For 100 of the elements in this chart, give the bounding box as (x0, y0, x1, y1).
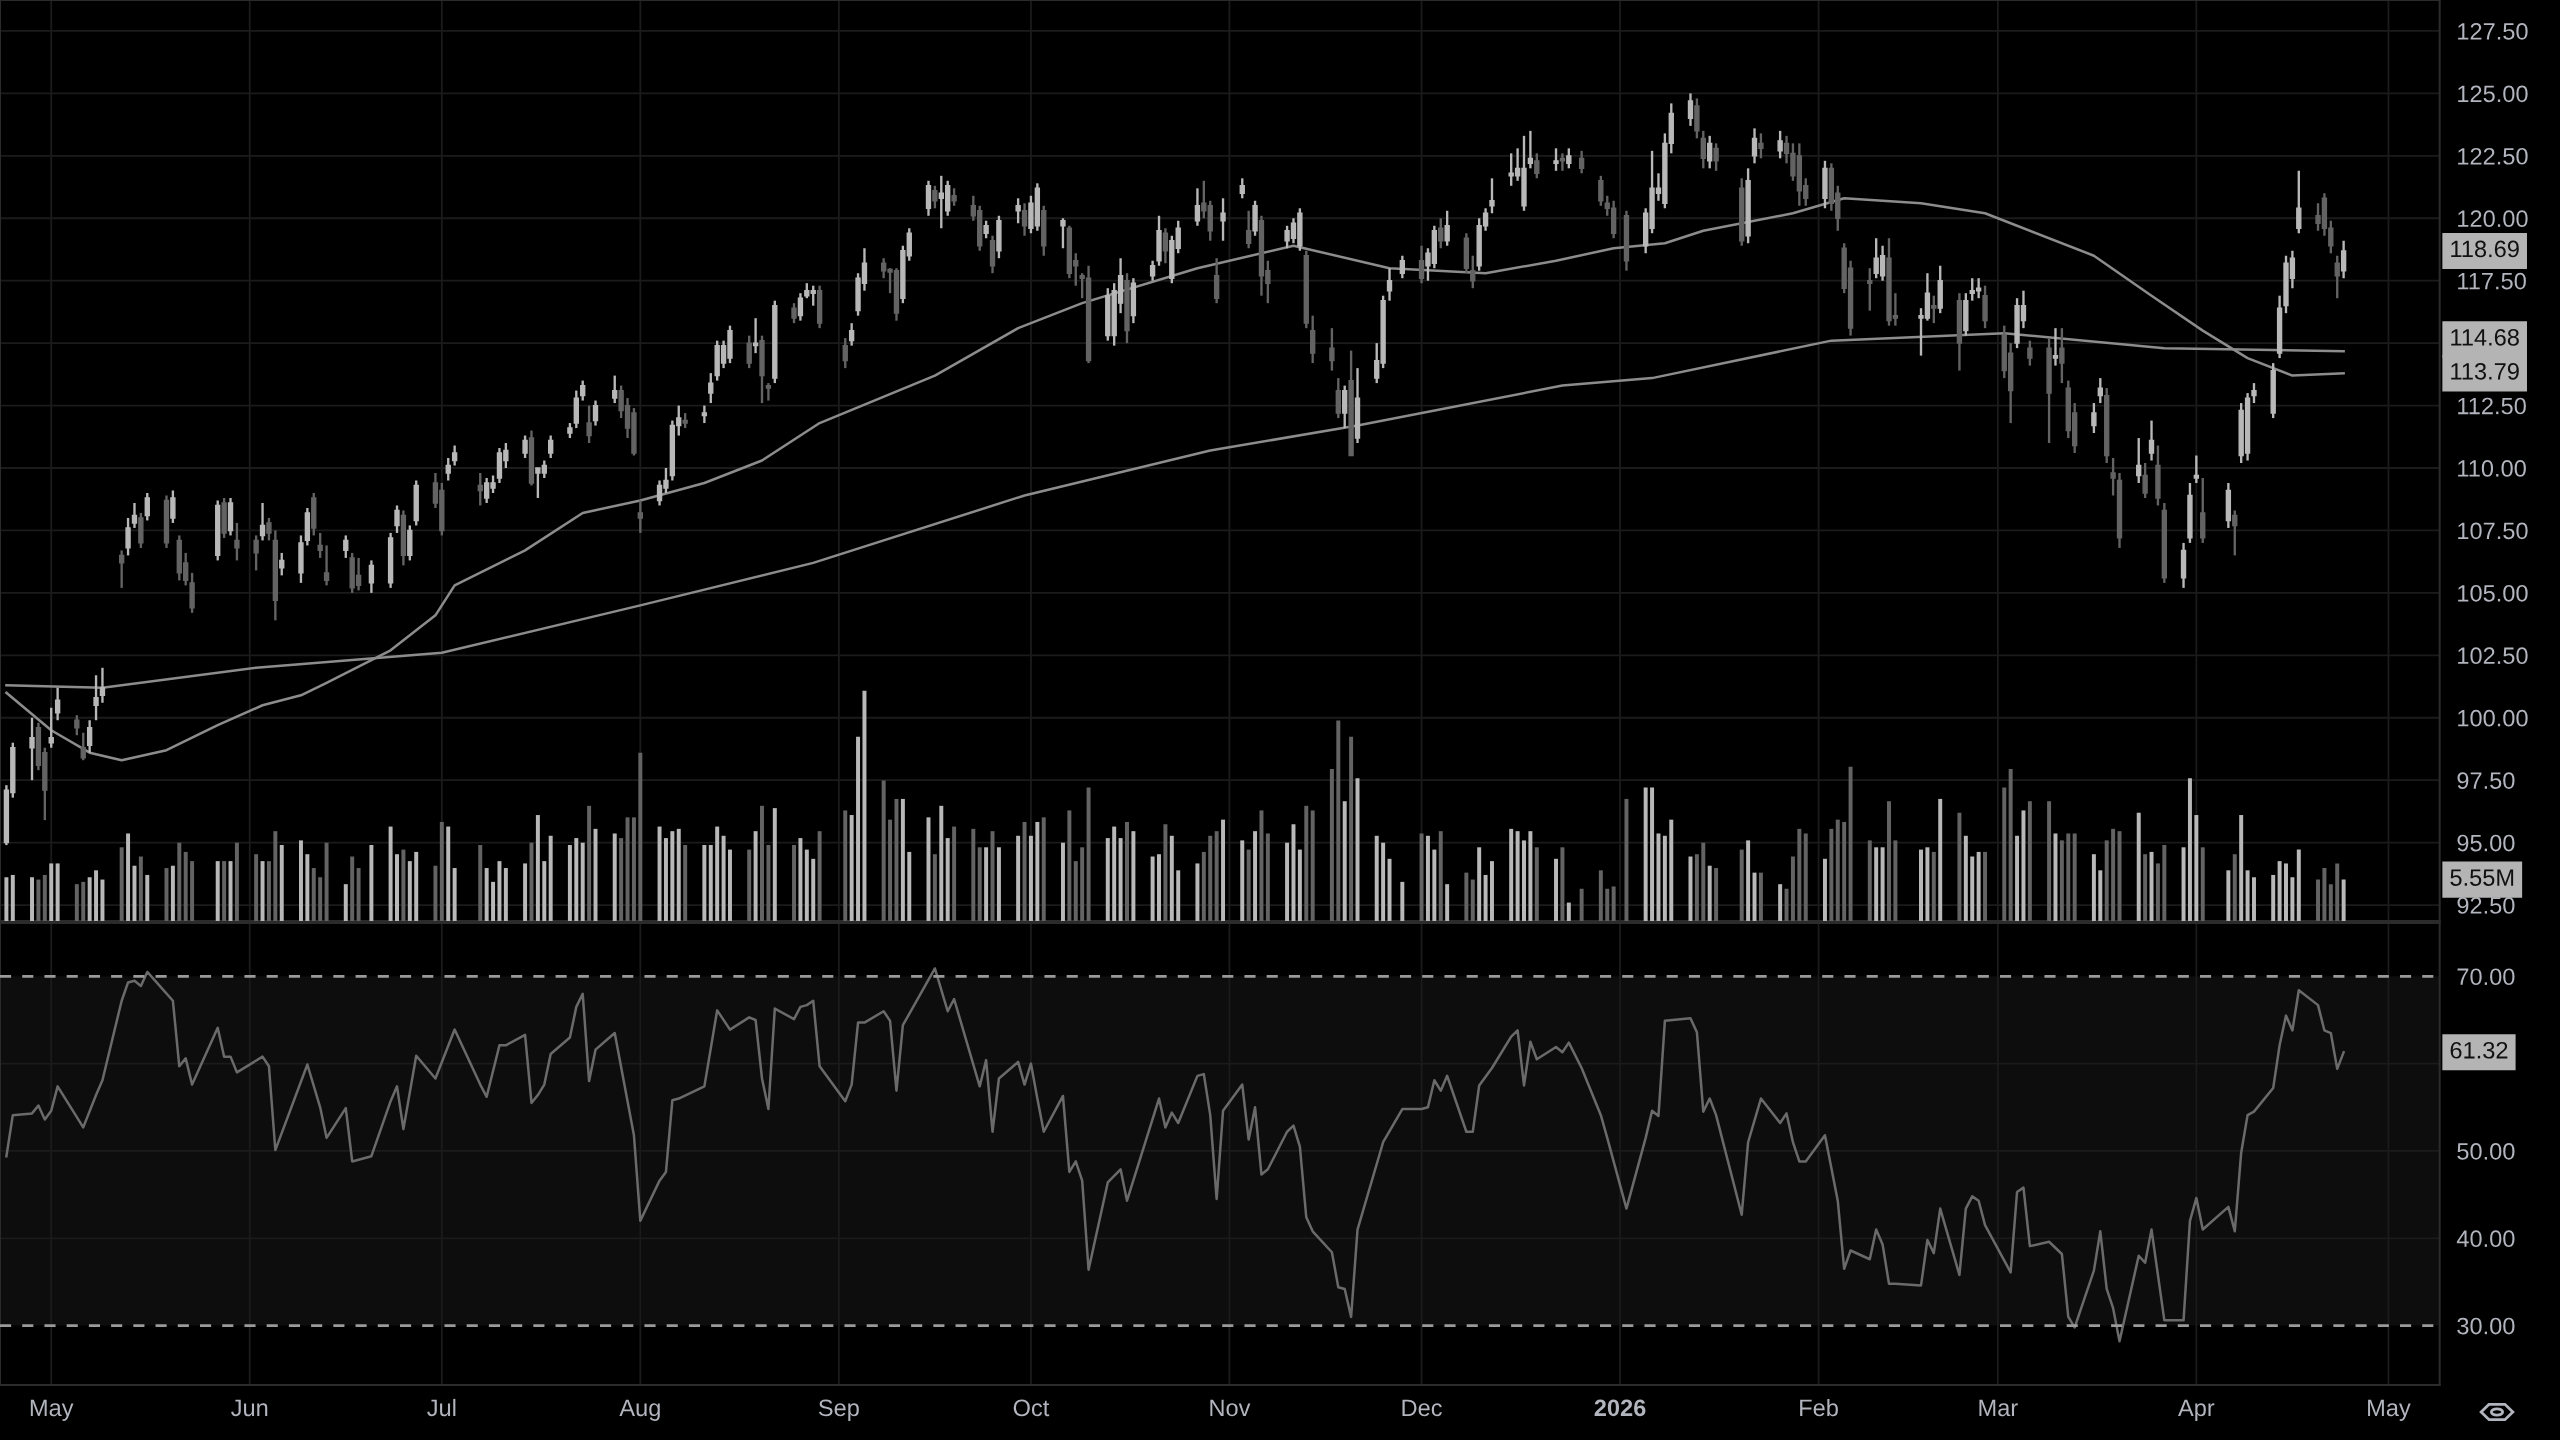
candlestick (791, 302, 797, 325)
bar (657, 826, 662, 922)
bar (1957, 812, 1962, 922)
bar (811, 858, 816, 922)
candlestick (1015, 197, 1021, 225)
text: 5.55M (2450, 869, 2514, 886)
candlestick (1239, 177, 1245, 200)
bar (1253, 831, 1258, 922)
candlestick (1707, 134, 1713, 170)
bar (81, 881, 86, 922)
bar (1643, 787, 1648, 922)
bar (2047, 801, 2052, 922)
candlestick (1751, 127, 1758, 165)
text: 113.79 (2451, 362, 2519, 380)
bar (1650, 787, 1655, 922)
bar (1835, 819, 1840, 922)
bar (132, 865, 137, 922)
bar (1534, 847, 1539, 922)
candlestick (368, 559, 375, 595)
candlestick (2136, 436, 2142, 485)
candlestick (477, 471, 483, 507)
bar (1803, 833, 1808, 922)
bar (849, 815, 854, 922)
bar (30, 877, 34, 922)
bar (2341, 879, 2346, 922)
bar (2226, 870, 2231, 922)
bar (1566, 902, 1571, 922)
bar (1490, 861, 1494, 922)
bar (1874, 847, 1879, 922)
bar (1842, 821, 1847, 922)
y-tick-label: 100.00 (2458, 709, 2528, 727)
candlestick (612, 374, 618, 405)
bar (715, 826, 720, 922)
bar (990, 831, 995, 922)
bar (1157, 854, 1161, 922)
bar (1291, 824, 1296, 922)
x-tick-label: Apr (2178, 1399, 2215, 1421)
line-series (5, 197, 2345, 762)
bar (215, 861, 220, 922)
bar (2271, 874, 2276, 922)
y-tick-label: 50.00 (2457, 1143, 2515, 1160)
bar (843, 810, 848, 922)
bar (1329, 768, 1334, 922)
y-tick-label: 92.50 (2457, 897, 2515, 914)
candlestick (1559, 152, 1566, 172)
candlestick (2110, 456, 2116, 497)
y-tick-label: 107.50 (2458, 522, 2528, 540)
candlestick (2193, 454, 2200, 485)
candlestick (842, 336, 848, 370)
bar (1701, 842, 1706, 922)
bar (1522, 840, 1526, 922)
candlestick (1194, 187, 1201, 227)
candlestick (2232, 509, 2238, 557)
bar (702, 844, 707, 922)
bar (234, 842, 239, 922)
candlestick (1527, 129, 1534, 170)
candlestick (2091, 401, 2097, 435)
candlestick (1060, 217, 1066, 250)
candlestick (2148, 419, 2155, 462)
candlestick (701, 404, 708, 425)
bar (42, 874, 47, 922)
y-tick-label: 125.00 (2458, 85, 2528, 103)
bar (1887, 801, 1891, 922)
bar (1669, 819, 1674, 922)
bar (612, 833, 617, 922)
bar (1867, 840, 1872, 922)
bar (996, 847, 1001, 922)
candlestick (445, 456, 451, 482)
candlestick (1867, 267, 1873, 312)
bar (881, 780, 886, 922)
candlestick (1329, 326, 1335, 372)
bar (356, 868, 361, 922)
y-tick-label: 30.00 (2457, 1317, 2515, 1335)
bar (1880, 847, 1885, 922)
text: 114.68 (2451, 328, 2519, 346)
bar (1195, 863, 1200, 922)
bar (1662, 835, 1667, 922)
bar (298, 840, 303, 922)
bar (2053, 833, 2058, 922)
candlestick (592, 399, 599, 427)
candlestick (2052, 326, 2059, 367)
bar (939, 805, 944, 922)
candlestick (253, 534, 259, 572)
bar (1624, 798, 1629, 922)
x-tick-label: Feb (1800, 1398, 1838, 1417)
bar (945, 838, 950, 922)
bar (446, 826, 451, 922)
candlestick (99, 666, 106, 704)
bar (2277, 861, 2282, 922)
candlestick (932, 184, 938, 210)
bar (433, 865, 438, 922)
bar (1201, 851, 1206, 922)
bar (1285, 842, 1290, 922)
bar (2015, 835, 2020, 922)
candlestick (1399, 254, 1406, 280)
bar (2155, 863, 2160, 922)
bar (260, 861, 265, 922)
x-tick-label: Mar (1979, 1399, 2018, 1417)
bar (2335, 863, 2340, 922)
candlestick (1489, 177, 1495, 215)
